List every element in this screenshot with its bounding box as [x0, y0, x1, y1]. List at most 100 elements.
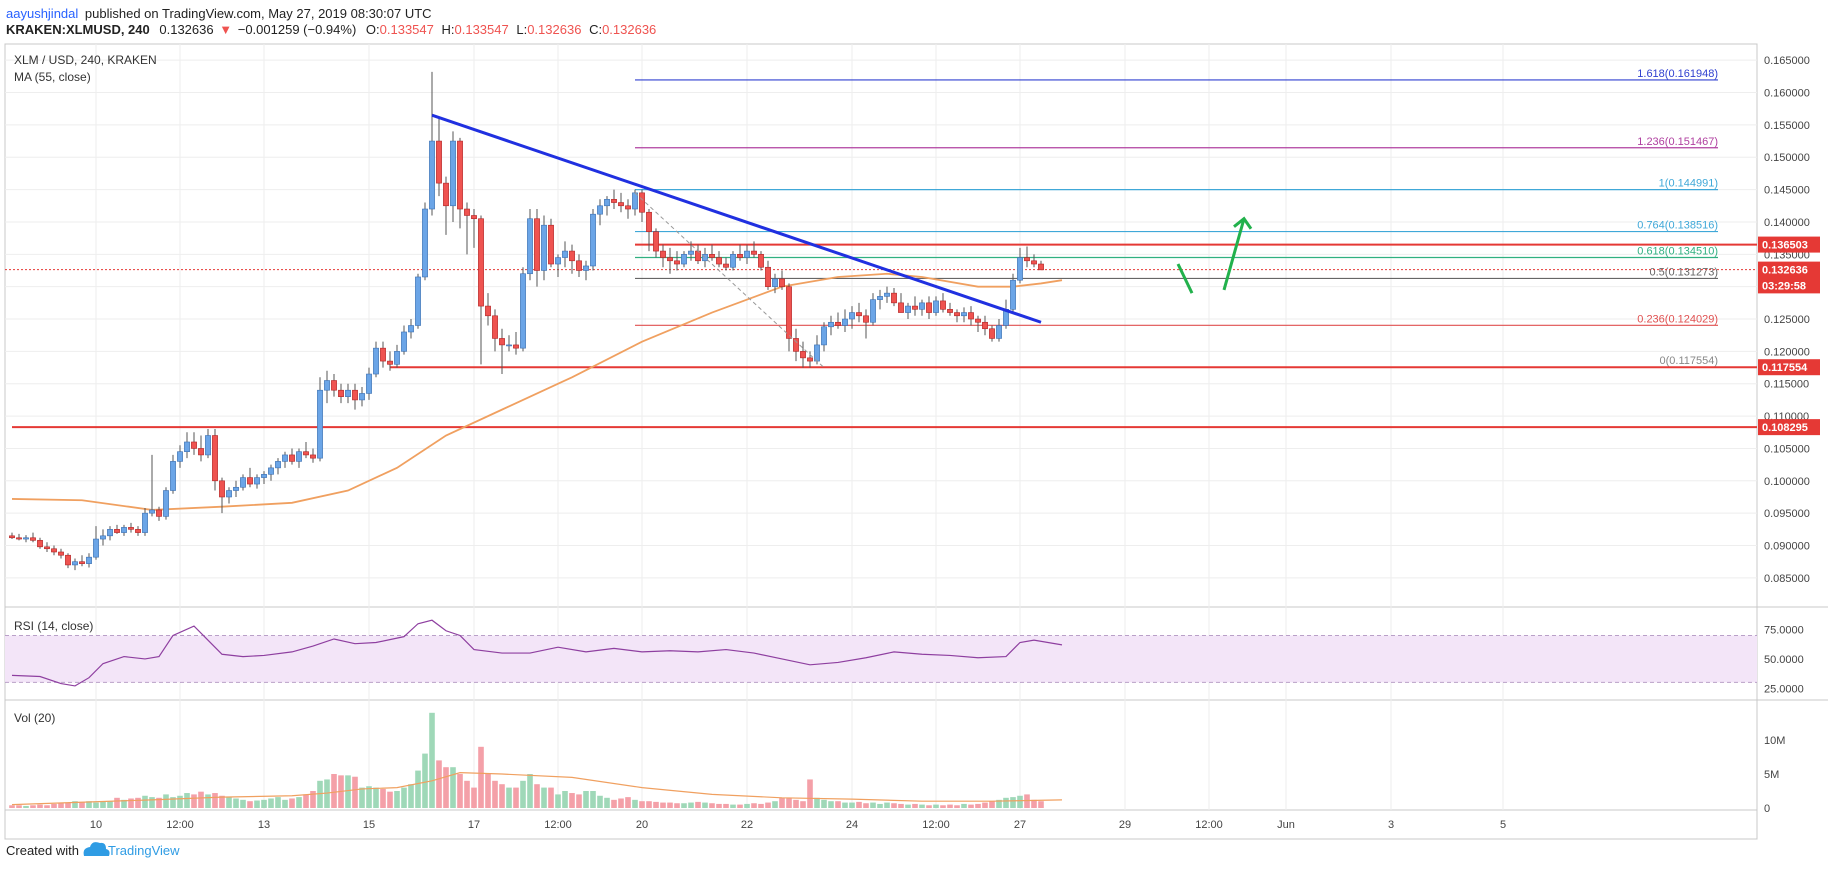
- volume-bar: [513, 787, 519, 808]
- rsi-band: [5, 635, 1757, 683]
- candle-body: [184, 441, 190, 452]
- candle-body: [926, 302, 932, 313]
- candle-body: [653, 231, 659, 252]
- candle-body: [282, 454, 288, 462]
- volume-bar: [296, 797, 302, 808]
- volume-bar: [646, 801, 652, 808]
- volume-bar: [51, 803, 57, 808]
- candle-body: [44, 546, 50, 550]
- volume-bar: [471, 787, 477, 808]
- volume-bar: [359, 787, 365, 808]
- volume-bar: [16, 805, 22, 808]
- support-tag-label: 0.108295: [1762, 422, 1808, 434]
- volume-bar: [849, 802, 855, 808]
- price-axis: 0.085000 0.090000 0.095000 0.100000 0.105000…: [1764, 55, 1810, 585]
- volume-bar: [373, 787, 379, 808]
- volume-bar: [254, 800, 260, 808]
- volume-bar: [632, 799, 638, 808]
- volume-bar: [786, 798, 792, 808]
- candle-body: [387, 360, 393, 365]
- volume-bar: [793, 799, 799, 808]
- horizontal-lines: 0.136503 0.117554 0.108295: [5, 236, 1820, 436]
- candle-body: [142, 512, 148, 533]
- volume-bar: [709, 803, 715, 808]
- pane-title: XLM / USD, 240, KRAKEN: [14, 53, 157, 67]
- volume-bar: [660, 802, 666, 808]
- candle-body: [317, 389, 323, 459]
- last-price: 0.132636: [159, 22, 213, 37]
- volume-bar: [856, 801, 862, 808]
- candle-body: [562, 250, 568, 258]
- price-tags: 0.132636 03:29:58: [1758, 261, 1820, 294]
- candle-body: [905, 305, 911, 313]
- candle-body: [212, 435, 218, 482]
- volume-bar: [86, 801, 92, 808]
- candle-body: [100, 535, 106, 540]
- volume-bar: [149, 797, 155, 808]
- volume-bar: [541, 787, 547, 808]
- candle-body: [156, 509, 162, 517]
- candle-body: [919, 302, 925, 310]
- candle-body: [758, 254, 764, 268]
- candle-body: [660, 250, 666, 258]
- fib-label: 1.236(0.151467): [1637, 136, 1718, 148]
- candle-body: [982, 321, 988, 330]
- volume-bar: [107, 801, 113, 808]
- price-tick-label: 0.125000: [1764, 314, 1810, 326]
- volume-bar: [198, 791, 204, 808]
- tradingview-brand[interactable]: TradingView: [108, 843, 180, 858]
- candle-body: [541, 224, 547, 271]
- volume-bar: [450, 767, 456, 808]
- candle-body: [373, 347, 379, 375]
- volume-bar: [730, 804, 736, 808]
- candle-body: [240, 477, 246, 488]
- candle-body: [940, 300, 946, 310]
- volume-bar: [506, 787, 512, 808]
- candle-body: [1038, 263, 1044, 271]
- volume-bar: [807, 779, 813, 808]
- candle-body: [632, 192, 638, 210]
- candle-body: [849, 312, 855, 320]
- candle-body: [1010, 279, 1016, 310]
- candle-body: [471, 215, 477, 220]
- volume-bar: [779, 797, 785, 808]
- volume-bar: [366, 786, 372, 808]
- support-tag: [1758, 236, 1820, 253]
- time-tick-label: 15: [363, 819, 375, 831]
- volume-tick-label: 5M: [1764, 769, 1779, 781]
- fib-label: 0(0.117554): [1659, 355, 1718, 367]
- author-link[interactable]: aayushjindal: [6, 6, 78, 21]
- volume-bar: [625, 797, 631, 808]
- volume-bar: [870, 802, 876, 808]
- countdown-tag: [1758, 277, 1820, 294]
- candle-body: [912, 305, 918, 310]
- price-tick-label: 0.150000: [1764, 152, 1810, 164]
- candle-body: [86, 556, 92, 564]
- chart-frame: [4, 43, 1758, 840]
- svg-text:KRAKEN:XLMUSD, 240 0.132: KRAKEN:XLMUSD, 240 0.132636 ▼ −0.001259 …: [6, 22, 656, 37]
- volume-bar: [751, 803, 757, 808]
- volume-bar: [485, 774, 491, 808]
- candle-body: [884, 292, 890, 297]
- candle-body: [478, 218, 484, 307]
- volume-bar: [933, 804, 939, 808]
- candle-body: [9, 535, 15, 539]
- svg-text:aayushjindal published o: aayushjindal published on TradingView.co…: [6, 6, 432, 21]
- candle-body: [457, 140, 463, 210]
- candle-body: [205, 435, 211, 456]
- candle-body: [898, 302, 904, 313]
- volume-bar: [422, 753, 428, 808]
- candle-body: [247, 477, 253, 485]
- time-tick-label: 22: [741, 819, 753, 831]
- candle-body: [1024, 257, 1030, 262]
- volume-bar: [345, 775, 351, 808]
- candle-body: [975, 318, 981, 323]
- candle-body: [513, 344, 519, 349]
- volume-bar: [926, 805, 932, 808]
- time-tick-label: 29: [1119, 819, 1131, 831]
- close-value: 0.132636: [602, 22, 656, 37]
- volume-bar: [191, 794, 197, 808]
- volume-bar: [303, 794, 309, 808]
- candle-body: [380, 347, 386, 362]
